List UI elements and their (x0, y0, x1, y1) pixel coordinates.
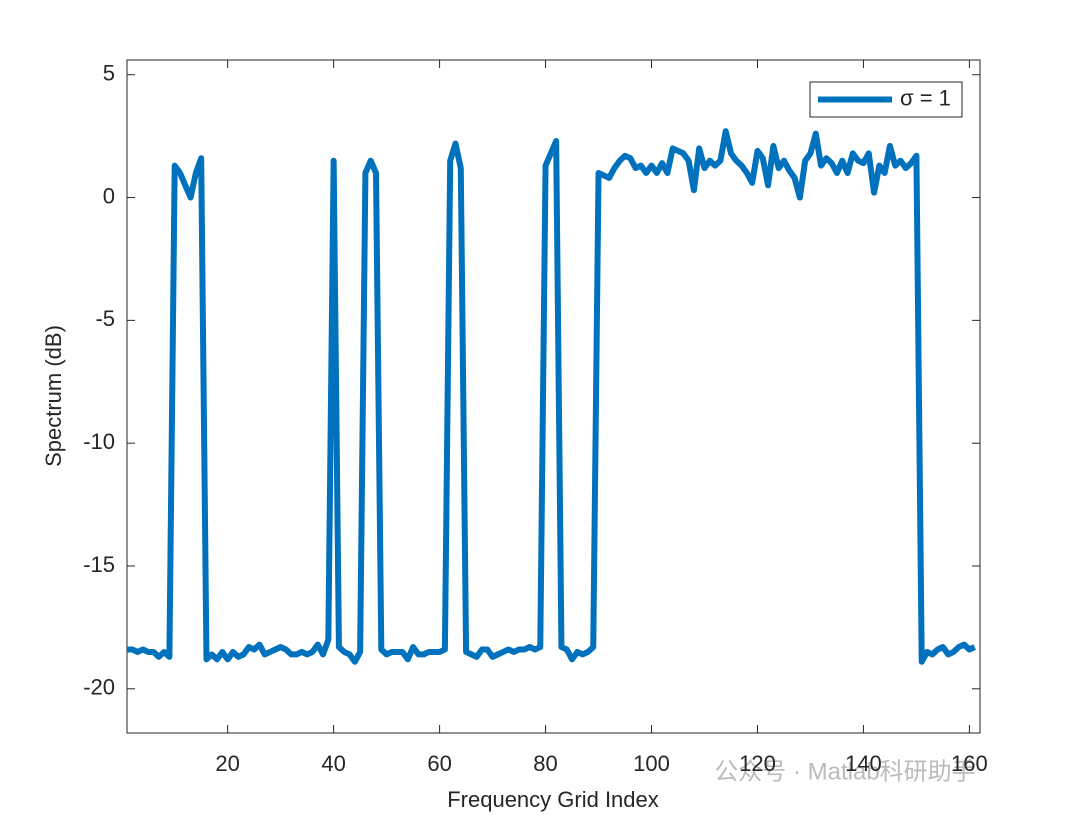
x-tick-label: 80 (533, 751, 557, 776)
x-axis-label: Frequency Grid Index (447, 787, 659, 812)
y-tick-label: -20 (83, 675, 115, 700)
y-axis-label: Spectrum (dB) (41, 325, 66, 467)
x-tick-label: 40 (321, 751, 345, 776)
x-tick-label: 20 (215, 751, 239, 776)
x-tick-label: 100 (633, 751, 670, 776)
watermark: 公众号 · Matlab科研助手 (714, 758, 975, 785)
y-tick-label: -10 (83, 429, 115, 454)
plot-area (126, 59, 981, 734)
y-tick-label: 5 (103, 61, 115, 86)
y-tick-label: -15 (83, 552, 115, 577)
legend-box (809, 81, 963, 118)
data-line (127, 128, 976, 665)
x-tick-label: 160 (951, 751, 988, 776)
y-tick-label: 0 (103, 183, 115, 208)
legend-label: σ = 1 (900, 85, 951, 110)
x-tick-label: 140 (845, 751, 882, 776)
y-tick-label: -5 (95, 306, 115, 331)
x-tick-label: 60 (427, 751, 451, 776)
x-tick-label: 120 (739, 751, 776, 776)
